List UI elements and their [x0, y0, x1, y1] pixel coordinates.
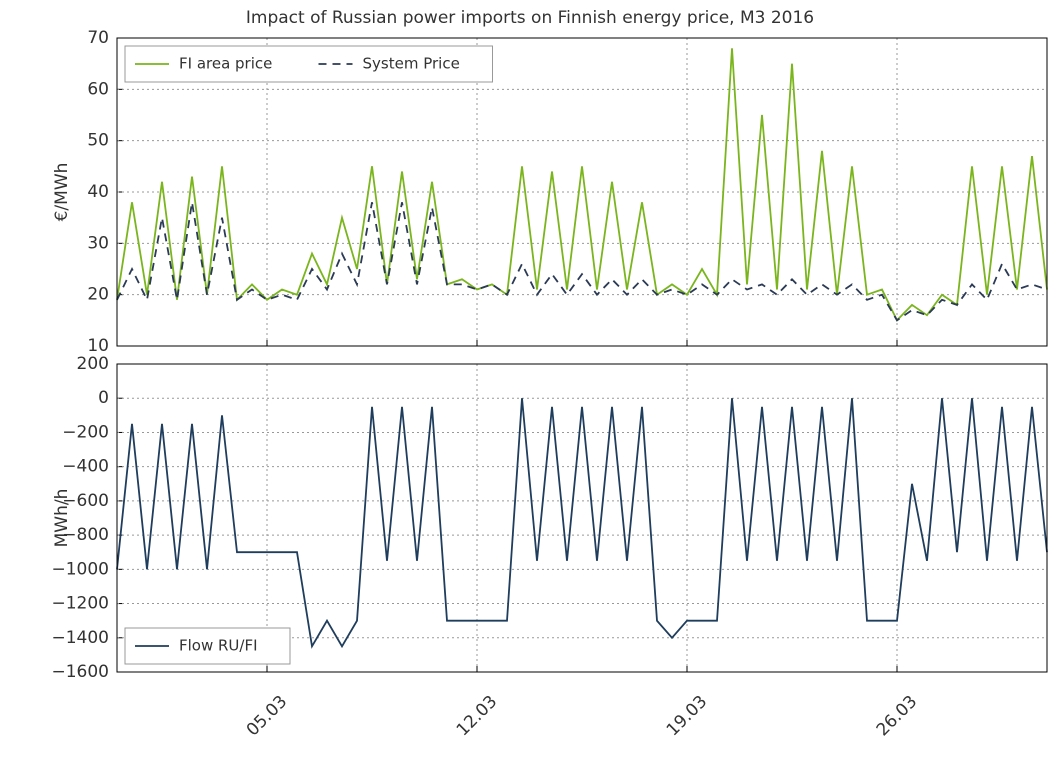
x-tick-label: 12.03 [453, 692, 502, 741]
y-tick-label: 0 [98, 388, 109, 408]
y-axis-label: €/MWh [52, 163, 72, 222]
y-tick-label: 30 [87, 233, 109, 253]
y-tick-label: 70 [87, 28, 109, 48]
x-tick-label: 26.03 [873, 692, 922, 741]
y-axis-label: MWh/h [52, 489, 72, 548]
y-tick-label: −800 [62, 525, 109, 545]
legend-label: System Price [363, 55, 460, 73]
y-tick-label: 10 [87, 336, 109, 356]
y-tick-label: −1000 [51, 559, 109, 579]
y-tick-label: −400 [62, 457, 109, 477]
y-tick-label: 50 [87, 131, 109, 151]
series-line [116, 398, 1048, 649]
y-tick-label: 60 [87, 79, 109, 99]
y-tick-label: 200 [77, 354, 109, 374]
x-tick-label: 19.03 [663, 692, 712, 741]
y-tick-label: 20 [87, 285, 109, 305]
plot-frame [116, 363, 1048, 673]
chart-title: Impact of Russian power imports on Finni… [246, 8, 814, 28]
y-tick-label: −200 [62, 422, 109, 442]
y-tick-label: −1600 [51, 662, 109, 682]
y-tick-label: −1200 [51, 594, 109, 614]
y-tick-label: 40 [87, 182, 109, 202]
legend-box [124, 45, 493, 83]
legend-label: Flow RU/FI [179, 637, 258, 655]
x-tick-label: 05.03 [243, 692, 292, 741]
y-tick-label: −1400 [51, 628, 109, 648]
y-tick-label: −600 [62, 491, 109, 511]
legend-label: FI area price [179, 55, 272, 73]
plot-frame [116, 37, 1048, 347]
series-line [116, 202, 1048, 322]
